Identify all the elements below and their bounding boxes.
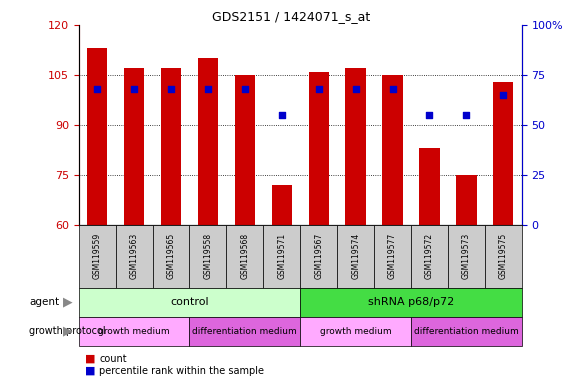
Point — [166, 86, 175, 92]
Text: GSM119567: GSM119567 — [314, 233, 323, 280]
Text: count: count — [99, 354, 127, 364]
Bar — [124, 68, 144, 225]
Bar — [161, 68, 181, 225]
Text: GSM119572: GSM119572 — [425, 233, 434, 280]
Text: ■: ■ — [85, 354, 95, 364]
Bar — [493, 81, 514, 225]
Point — [425, 112, 434, 118]
Point — [129, 86, 139, 92]
Bar — [382, 75, 403, 225]
Point — [93, 86, 102, 92]
Text: ▶: ▶ — [64, 296, 73, 309]
Point — [277, 112, 286, 118]
Text: GDS2151 / 1424071_s_at: GDS2151 / 1424071_s_at — [212, 10, 371, 23]
Text: GSM119568: GSM119568 — [240, 233, 250, 280]
Point — [351, 86, 360, 92]
Bar — [235, 75, 255, 225]
Text: growth medium: growth medium — [99, 327, 170, 336]
Text: GSM119563: GSM119563 — [129, 233, 139, 280]
Text: shRNA p68/p72: shRNA p68/p72 — [368, 297, 454, 308]
Text: GSM119574: GSM119574 — [351, 233, 360, 280]
Bar — [87, 48, 107, 225]
Text: differentiation medium: differentiation medium — [414, 327, 519, 336]
Bar — [456, 175, 476, 225]
Bar — [346, 68, 366, 225]
Point — [462, 112, 471, 118]
Text: GSM119559: GSM119559 — [93, 233, 101, 280]
Text: GSM119571: GSM119571 — [278, 233, 286, 280]
Text: GSM119577: GSM119577 — [388, 233, 397, 280]
Point — [240, 86, 250, 92]
Text: GSM119575: GSM119575 — [499, 233, 508, 280]
Text: agent: agent — [29, 297, 59, 308]
Text: control: control — [170, 297, 209, 308]
Point — [314, 86, 324, 92]
Text: GSM119558: GSM119558 — [203, 233, 212, 280]
Point — [388, 86, 397, 92]
Text: differentiation medium: differentiation medium — [192, 327, 297, 336]
Text: GSM119565: GSM119565 — [167, 233, 175, 280]
Bar — [308, 71, 329, 225]
Bar — [419, 148, 440, 225]
Text: ▶: ▶ — [64, 325, 73, 338]
Text: growth medium: growth medium — [320, 327, 391, 336]
Point — [498, 92, 508, 98]
Text: growth protocol: growth protocol — [29, 326, 106, 336]
Text: GSM119573: GSM119573 — [462, 233, 471, 280]
Text: ■: ■ — [85, 366, 95, 376]
Text: percentile rank within the sample: percentile rank within the sample — [99, 366, 264, 376]
Bar — [198, 58, 218, 225]
Point — [203, 86, 213, 92]
Bar — [272, 185, 292, 225]
